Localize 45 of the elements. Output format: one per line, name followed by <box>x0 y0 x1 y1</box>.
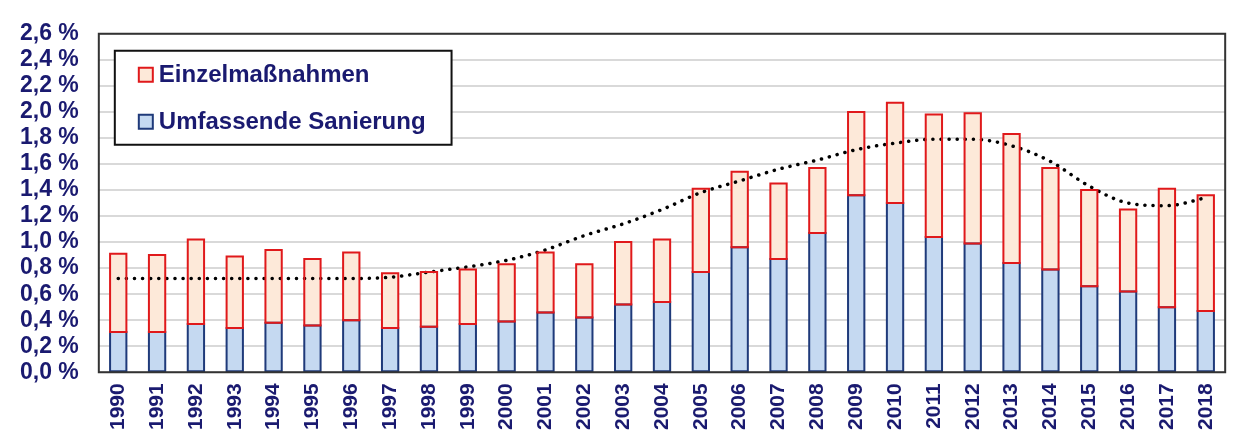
legend-label: Umfassende Sanierung <box>158 107 426 135</box>
x-tick-label: 2013 <box>998 383 1022 430</box>
y-tick-label: 1,2 % <box>19 201 79 228</box>
x-tick-label: 1991 <box>143 382 167 430</box>
y-tick-label: 0,0 % <box>19 357 79 384</box>
x-tick-label: 2015 <box>1076 382 1100 430</box>
x-tick-label: 2018 <box>1192 382 1216 430</box>
x-tick-label: 2008 <box>804 382 828 430</box>
y-tick-label: 1,6 % <box>19 149 79 176</box>
x-tick-label: 2014 <box>1037 382 1061 430</box>
x-tick-label: 2004 <box>648 382 672 430</box>
y-tick-label: 0,2 % <box>19 331 79 358</box>
x-tick-label: 1994 <box>260 382 284 430</box>
x-tick-label: 1990 <box>105 383 129 430</box>
x-tick-label: 2016 <box>1114 383 1138 430</box>
y-tick-label: 1,0 % <box>19 227 79 254</box>
x-tick-label: 2010 <box>881 383 905 430</box>
x-tick-label: 1998 <box>415 382 439 430</box>
x-tick-label: 2003 <box>609 383 633 430</box>
x-tick-label: 1992 <box>182 383 206 430</box>
x-tick-label: 1999 <box>454 383 478 430</box>
x-tick-label: 2017 <box>1153 383 1177 430</box>
y-tick-label: 0,6 % <box>19 279 79 306</box>
y-tick-label: 2,2 % <box>19 71 79 98</box>
y-tick-label: 2,6 % <box>19 19 79 46</box>
x-tick-label: 2007 <box>765 383 789 430</box>
x-tick-label: 2000 <box>493 383 517 430</box>
legend-label: Einzelmaßnahmen <box>158 60 370 88</box>
y-tick-label: 2,4 % <box>19 45 79 72</box>
y-tick-label: 1,4 % <box>19 175 79 202</box>
x-tick-label: 1995 <box>299 382 323 430</box>
x-tick-label: 1996 <box>338 383 362 430</box>
y-tick-label: 0,8 % <box>19 253 79 280</box>
x-tick-label: 2009 <box>843 383 866 430</box>
x-tick-label: 2006 <box>726 383 750 430</box>
x-tick-label: 2005 <box>687 382 711 430</box>
x-tick-label: 1997 <box>376 383 400 430</box>
x-tick-label: 2001 <box>532 382 556 430</box>
y-tick-label: 1,8 % <box>19 123 79 150</box>
x-tick-label: 2012 <box>959 383 983 430</box>
x-tick-label: 1993 <box>221 383 245 430</box>
x-tick-label: 2011 <box>920 382 944 429</box>
y-tick-label: 2,0 % <box>19 97 79 124</box>
x-tick-label: 2002 <box>571 383 595 430</box>
y-tick-label: 0,4 % <box>19 305 79 332</box>
